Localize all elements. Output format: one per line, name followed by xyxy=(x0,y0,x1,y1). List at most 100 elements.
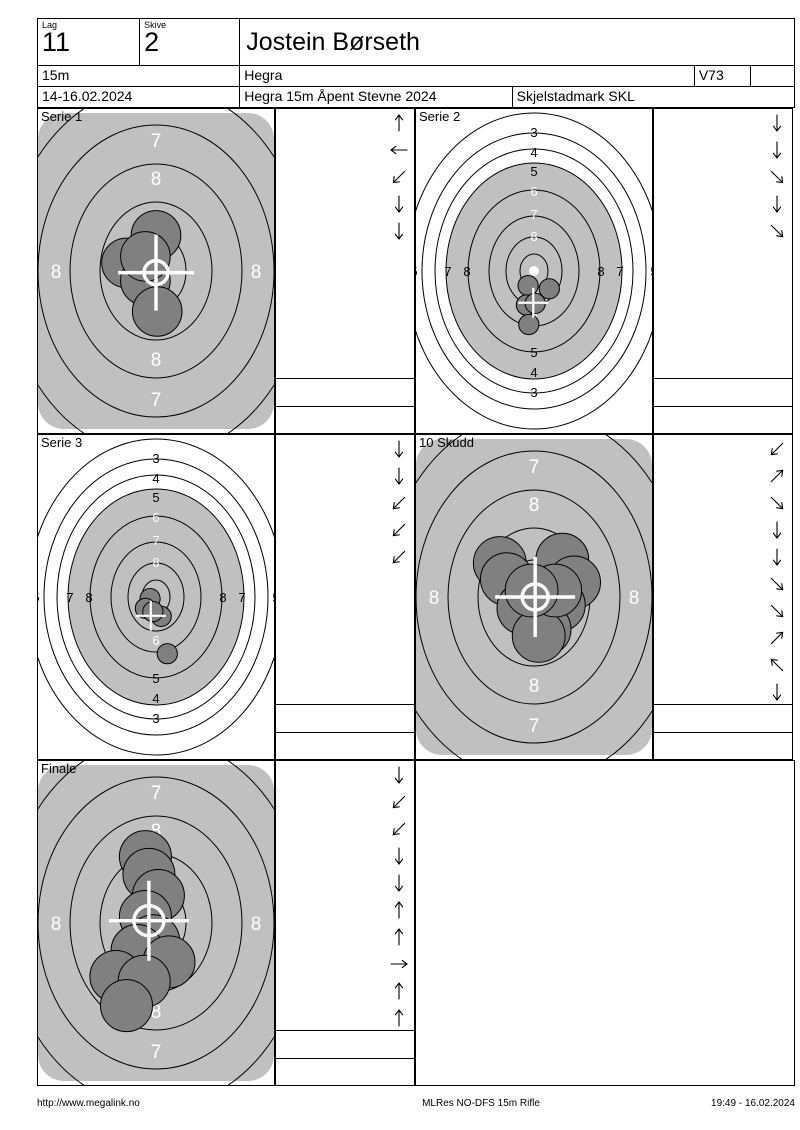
shot-direction xyxy=(384,764,414,786)
crosshair xyxy=(118,234,194,311)
ring-label: 6 xyxy=(529,754,540,759)
shot-row xyxy=(276,543,414,570)
shot-direction xyxy=(384,818,414,840)
skive-value: 2 xyxy=(144,27,160,57)
ring-label: 7 xyxy=(529,457,540,478)
shot-row xyxy=(276,109,414,136)
date-range: 14-16.02.2024 xyxy=(42,88,133,104)
shot-row xyxy=(276,1004,414,1029)
shot-direction xyxy=(762,492,792,514)
footer-url[interactable]: http://www.megalink.no xyxy=(37,1098,140,1109)
direction-arrow-icon xyxy=(392,170,406,183)
shot-direction xyxy=(384,166,414,188)
scores-finale xyxy=(275,760,415,1086)
shot-direction xyxy=(762,112,792,134)
ring-label: 8 xyxy=(529,495,540,516)
header-row-venue: 15m Hegra V73 xyxy=(36,65,796,87)
serie-sum-row xyxy=(654,704,792,731)
shot-direction xyxy=(384,791,414,813)
ring-label: 4 xyxy=(530,145,537,160)
ring-label: 7 xyxy=(66,590,73,605)
direction-arrow-icon xyxy=(394,439,404,458)
panel-row-1: 67887688 Serie 1 345678654356788765 Seri… xyxy=(37,108,795,434)
direction-arrow-icon xyxy=(770,604,784,617)
ring-label: 3 xyxy=(152,711,159,726)
class-value: V73 xyxy=(698,67,724,83)
header-row-identity: Lag 11 Skive 2 Jostein Børseth xyxy=(36,18,795,66)
direction-arrow-icon xyxy=(390,145,408,154)
panel-row-3: 6 7 8 8 7 6 8 8 Finale xyxy=(37,760,795,1086)
shot-row xyxy=(654,570,792,597)
ring-label: 6 xyxy=(152,510,159,525)
direction-arrow-icon xyxy=(770,224,784,237)
direction-arrow-icon xyxy=(770,658,784,671)
shot-row xyxy=(654,217,792,244)
shot-direction xyxy=(384,899,414,921)
shot-hole xyxy=(517,275,539,297)
serie-sum-row xyxy=(276,1030,414,1057)
event-name: Hegra 15m Åpent Stevne 2024 xyxy=(244,88,437,104)
ring-label: 5 xyxy=(416,264,418,279)
ring-label: 5 xyxy=(152,671,159,686)
ring-label: 7 xyxy=(616,264,623,279)
direction-arrow-icon xyxy=(392,822,406,835)
ring-label: 3 xyxy=(530,125,537,140)
direction-arrow-icon xyxy=(390,959,409,968)
shot-direction xyxy=(384,193,414,215)
target-finale: 6 7 8 8 7 6 8 8 Finale xyxy=(37,760,275,1086)
shot-row xyxy=(654,624,792,651)
direction-arrow-icon xyxy=(770,469,784,482)
ring-label: 8 xyxy=(429,588,440,609)
ring-label: 7 xyxy=(444,264,451,279)
ring-label: 8 xyxy=(51,262,62,283)
ring-label: 4 xyxy=(152,471,159,486)
shot-direction xyxy=(762,438,792,460)
header-row-event: 14-16.02.2024 Hegra 15m Åpent Stevne 202… xyxy=(36,86,796,108)
shot-direction xyxy=(762,573,792,595)
direction-arrow-icon xyxy=(392,523,406,536)
direction-arrow-icon xyxy=(772,113,782,132)
target-title: Serie 3 xyxy=(41,435,83,450)
shot-direction xyxy=(762,519,792,541)
panel-row-2: 345678654356788765 Serie 3 67887688 10 S… xyxy=(37,434,795,760)
shot-row xyxy=(654,462,792,489)
total-sum-row xyxy=(276,406,414,433)
ring-label: 7 xyxy=(530,207,537,222)
ring-label: 8 xyxy=(219,590,226,605)
ring-label: 8 xyxy=(152,555,159,570)
total-sum-row xyxy=(654,406,792,433)
shot-direction xyxy=(384,872,414,894)
direction-arrow-icon xyxy=(394,113,404,132)
shot-direction xyxy=(762,654,792,676)
shot-hole xyxy=(142,601,164,623)
shot-direction xyxy=(762,546,792,568)
shot-row xyxy=(654,678,792,703)
ring-label: 7 xyxy=(238,590,245,605)
scores-10-skudd xyxy=(653,434,793,760)
ring-label: 8 xyxy=(629,588,640,609)
ring-label: 6 xyxy=(151,109,162,113)
shot-direction xyxy=(762,166,792,188)
shot-direction xyxy=(384,438,414,460)
shot-direction xyxy=(762,139,792,161)
shot-row xyxy=(276,788,414,815)
ring-label: 6 xyxy=(151,1080,162,1085)
ring-label: 6 xyxy=(427,264,434,279)
ring-label: 7 xyxy=(151,783,162,804)
shot-hole xyxy=(100,979,153,1033)
shot-direction xyxy=(762,627,792,649)
direction-arrow-icon xyxy=(394,466,404,485)
ring-label: 8 xyxy=(251,914,262,935)
direction-arrow-icon xyxy=(394,927,404,946)
shot-row xyxy=(654,516,792,543)
shot-direction xyxy=(384,220,414,242)
club-value: Hegra xyxy=(244,67,283,83)
lag-label: Lag xyxy=(42,20,58,30)
empty-panel xyxy=(415,760,795,1086)
target-title: 10 Skudd xyxy=(419,435,474,450)
shot-row xyxy=(276,923,414,950)
shot-direction xyxy=(384,953,414,975)
ring-label: 6 xyxy=(151,761,162,765)
shot-direction xyxy=(384,546,414,568)
ring-label: 4 xyxy=(530,365,537,380)
